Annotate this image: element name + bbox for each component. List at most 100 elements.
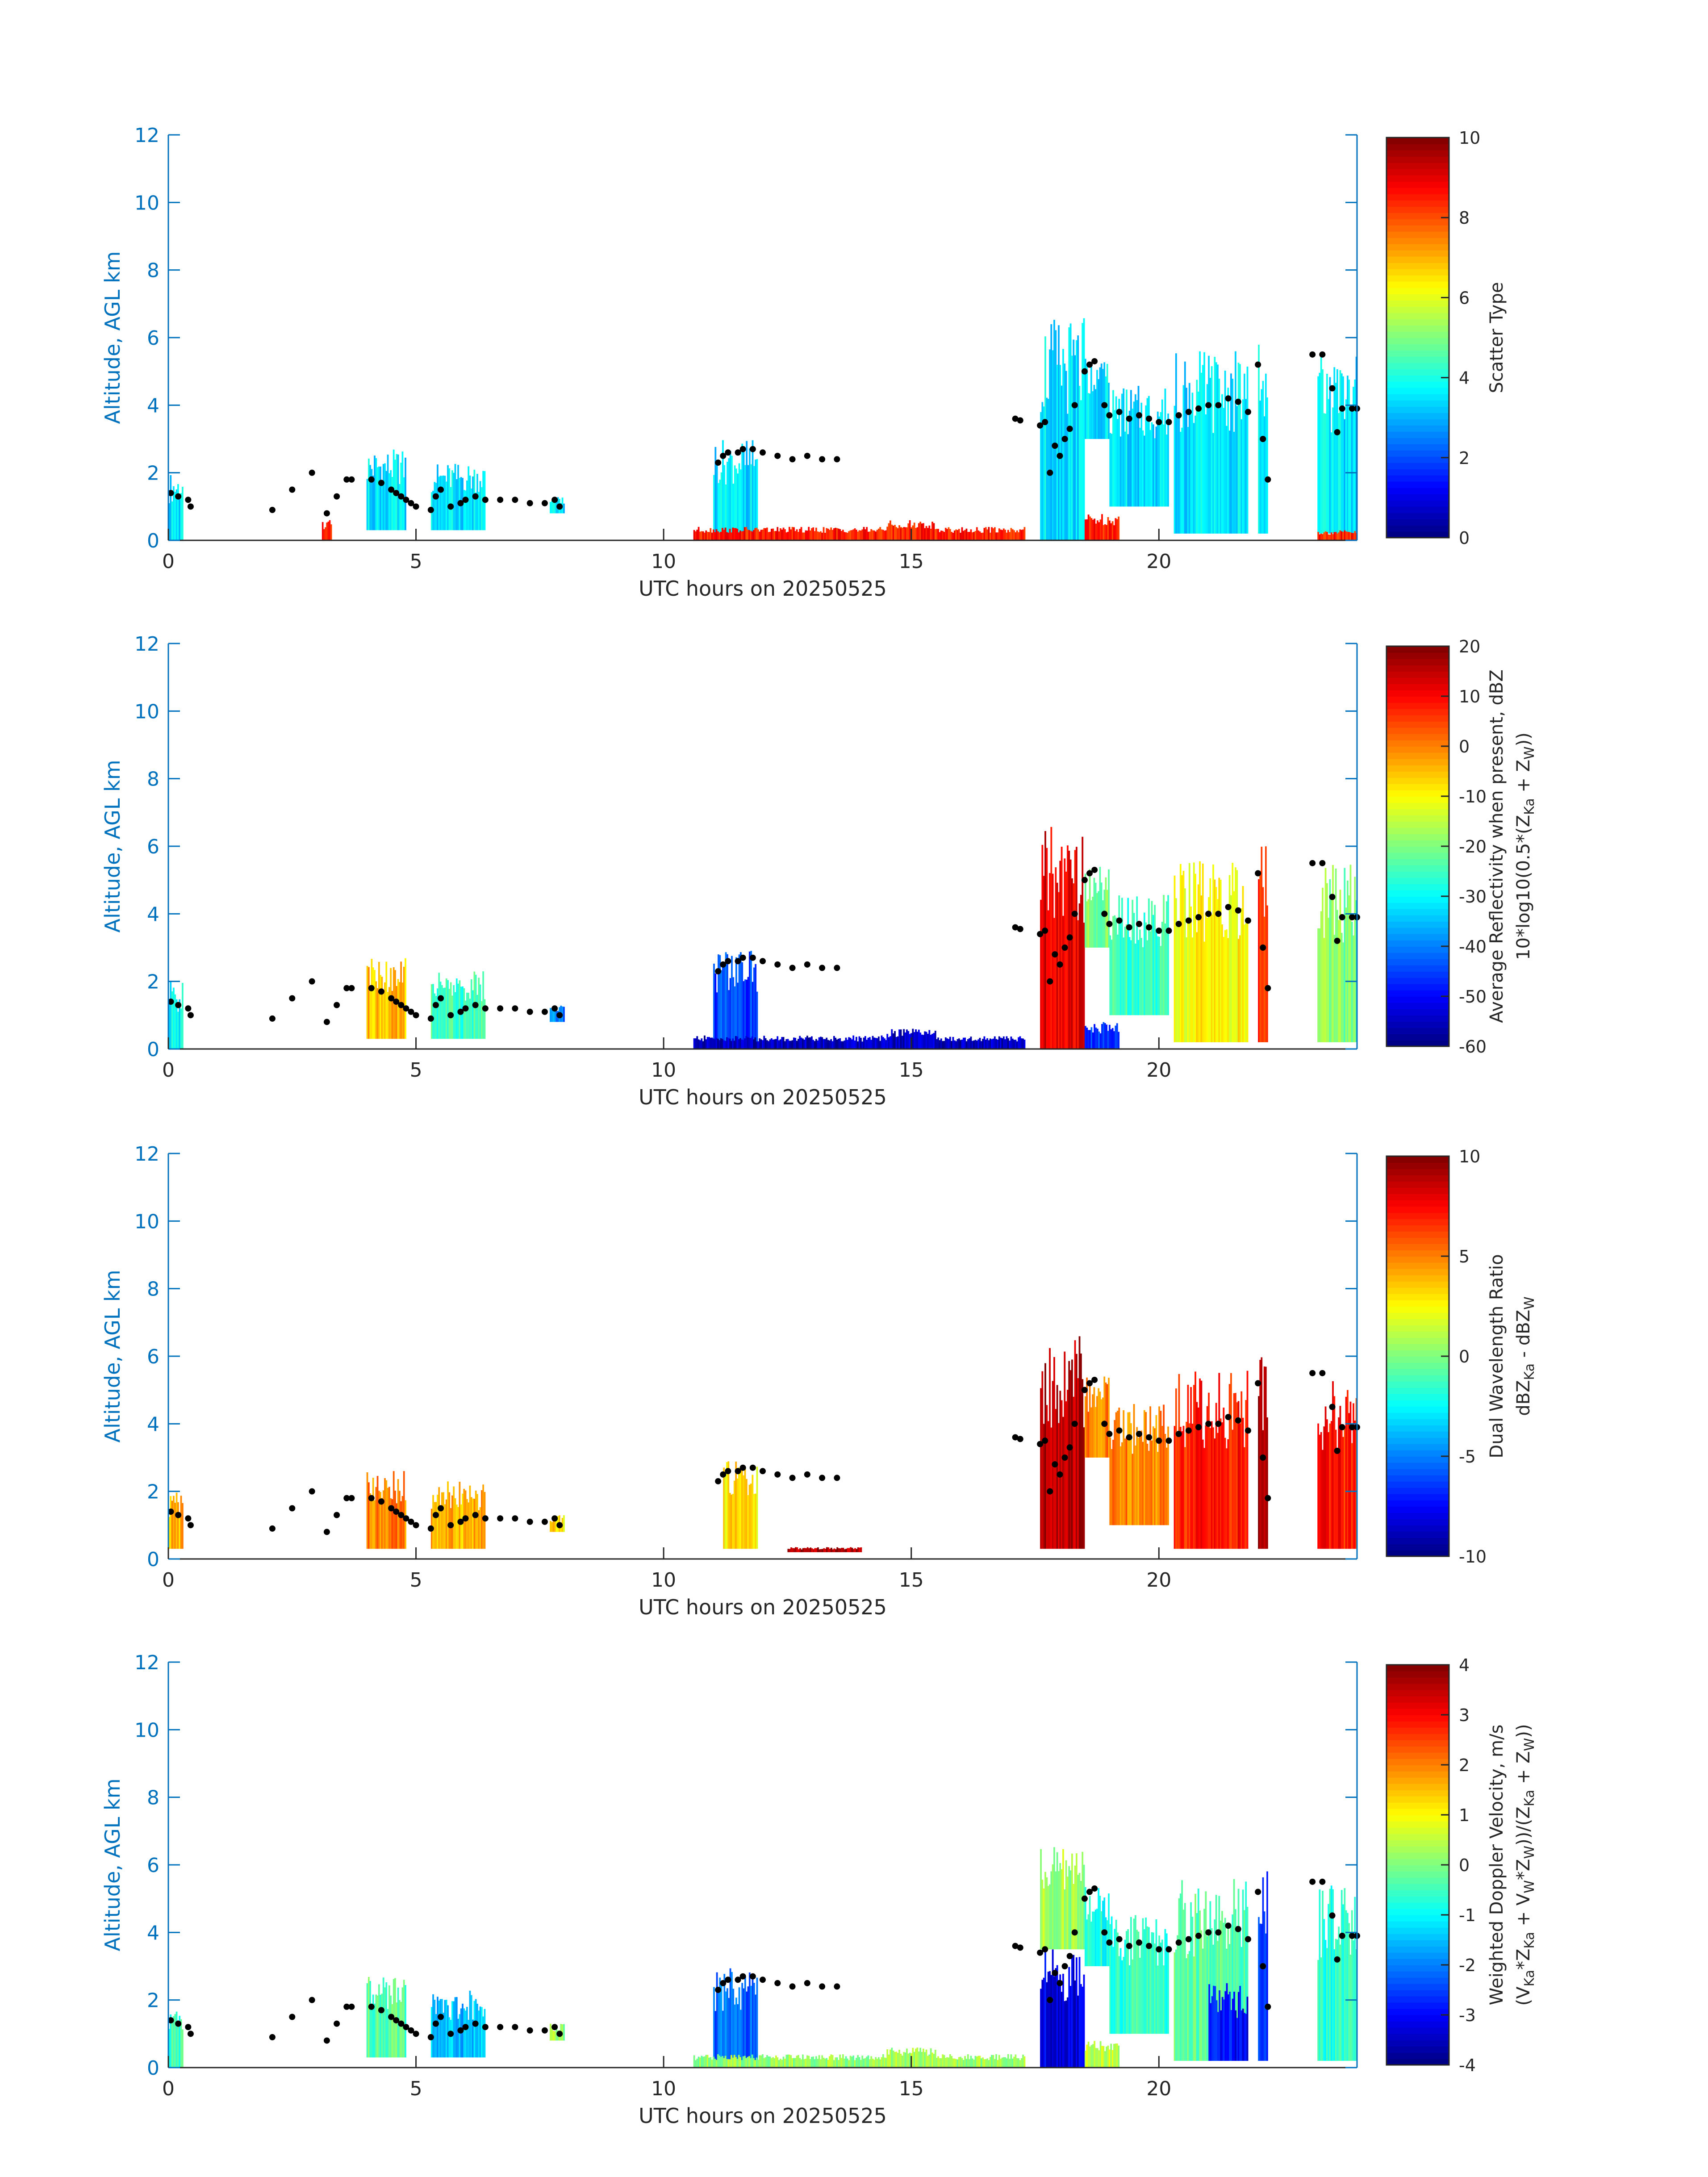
heatmap-column <box>455 479 458 531</box>
heatmap-column <box>747 977 749 1049</box>
cloud-base-point <box>1116 409 1123 415</box>
heatmap-column <box>705 2055 707 2068</box>
heatmap-column <box>1050 827 1052 1049</box>
cloud-base-point <box>789 1475 796 1481</box>
cloud-base-point <box>1255 1889 1261 1895</box>
heatmap-column <box>555 1519 558 1532</box>
heatmap-column <box>454 992 456 1039</box>
cloud-base-point <box>720 1471 727 1478</box>
heatmap-column <box>1210 2003 1212 2061</box>
heatmap-column <box>1142 430 1144 507</box>
heatmap-column <box>1186 1421 1188 1549</box>
heatmap-column <box>1145 1917 1147 2034</box>
colorbar-swatch <box>1386 1034 1449 1040</box>
heatmap-column <box>1317 532 1320 540</box>
cloud-base-point <box>1185 409 1192 415</box>
heatmap-column <box>1016 1041 1018 1049</box>
heatmap-column <box>1124 431 1126 507</box>
cloud-base-point <box>556 1012 563 1019</box>
heatmap-column <box>1188 1423 1190 1549</box>
heatmap-column <box>992 1038 994 1049</box>
heatmap-column <box>713 2056 714 2068</box>
heatmap-column <box>472 476 474 531</box>
heatmap-column <box>172 486 175 540</box>
x-tick-label: 0 <box>162 1059 175 1082</box>
heatmap-column <box>1329 879 1331 1042</box>
heatmap-column <box>1194 415 1197 534</box>
cloud-base-point <box>1339 405 1345 412</box>
heatmap-column <box>1348 532 1350 540</box>
heatmap-column <box>858 530 860 540</box>
heatmap-column <box>1353 387 1354 534</box>
heatmap-column <box>1115 396 1117 507</box>
heatmap-column <box>1074 1980 1076 2068</box>
heatmap-column <box>753 1039 755 1049</box>
cloud-base-point <box>447 503 454 510</box>
heatmap-column <box>965 528 968 540</box>
colorbar-swatch <box>1386 877 1449 884</box>
colorbar-swatch <box>1386 1777 1449 1784</box>
cloud-base-point <box>497 497 504 503</box>
heatmap-column <box>551 1009 553 1022</box>
heatmap-column <box>973 2060 975 2068</box>
heatmap-column <box>750 1483 752 1549</box>
heatmap-column <box>1335 868 1337 1042</box>
heatmap-column <box>1118 1032 1120 1049</box>
heatmap-column <box>403 477 405 531</box>
heatmap-column <box>1152 424 1154 507</box>
heatmap-column <box>1324 531 1327 540</box>
heatmap-column <box>836 1547 839 1552</box>
colorbar-swatch <box>1386 1412 1449 1419</box>
heatmap-column <box>1188 1951 1190 2061</box>
cloud-base-point <box>1319 1878 1326 1885</box>
heatmap-column <box>1058 892 1060 1049</box>
colorbar-swatch <box>1386 865 1449 872</box>
colorbar-swatch <box>1386 288 1449 294</box>
heatmap-column <box>857 2055 859 2068</box>
heatmap-column <box>1073 883 1075 1049</box>
heatmap-column <box>1104 524 1106 540</box>
heatmap-column <box>933 523 935 540</box>
heatmap-column <box>735 2057 737 2068</box>
colorbar-swatch <box>1386 313 1449 319</box>
colorbar-swatch <box>1386 1915 1449 1922</box>
cloud-base-point <box>1339 1932 1345 1939</box>
heatmap-column <box>771 1038 773 1049</box>
heatmap-column <box>479 1507 481 1549</box>
heatmap-column <box>551 501 553 514</box>
heatmap-column <box>815 527 817 540</box>
heatmap-column <box>439 1999 442 2058</box>
heatmap-column <box>374 969 376 1039</box>
heatmap-column <box>851 530 853 540</box>
heatmap-column <box>1187 426 1189 534</box>
colorbar-swatch <box>1386 765 1449 772</box>
cloud-base-point <box>323 1529 330 1535</box>
heatmap-column <box>1262 887 1264 1042</box>
heatmap-column <box>1354 1897 1356 2061</box>
heatmap-column <box>1015 532 1017 540</box>
heatmap-column <box>1167 1426 1169 1525</box>
heatmap-column <box>1151 901 1153 1015</box>
heatmap-column <box>1338 1417 1340 1549</box>
heatmap-column <box>828 1040 831 1049</box>
heatmap-column <box>695 531 697 540</box>
heatmap-column <box>382 464 384 531</box>
heatmap-column <box>741 962 743 1049</box>
cloud-base-point <box>289 2014 296 2020</box>
heatmap-column <box>374 2003 376 2058</box>
heatmap-column <box>1052 1949 1054 2068</box>
heatmap-column <box>979 2056 981 2068</box>
heatmap-column <box>924 1031 926 1049</box>
heatmap-column <box>731 1972 733 2068</box>
heatmap-column <box>1175 1949 1177 2061</box>
heatmap-column <box>840 1041 843 1049</box>
heatmap-column <box>454 1997 456 2058</box>
heatmap-column <box>995 532 998 540</box>
heatmap-column <box>1022 529 1024 540</box>
cloud-base-point <box>834 965 840 971</box>
heatmap-column <box>1052 1864 1054 1950</box>
heatmap-column <box>453 472 455 531</box>
heatmap-column <box>731 532 732 540</box>
heatmap-column <box>881 529 883 540</box>
